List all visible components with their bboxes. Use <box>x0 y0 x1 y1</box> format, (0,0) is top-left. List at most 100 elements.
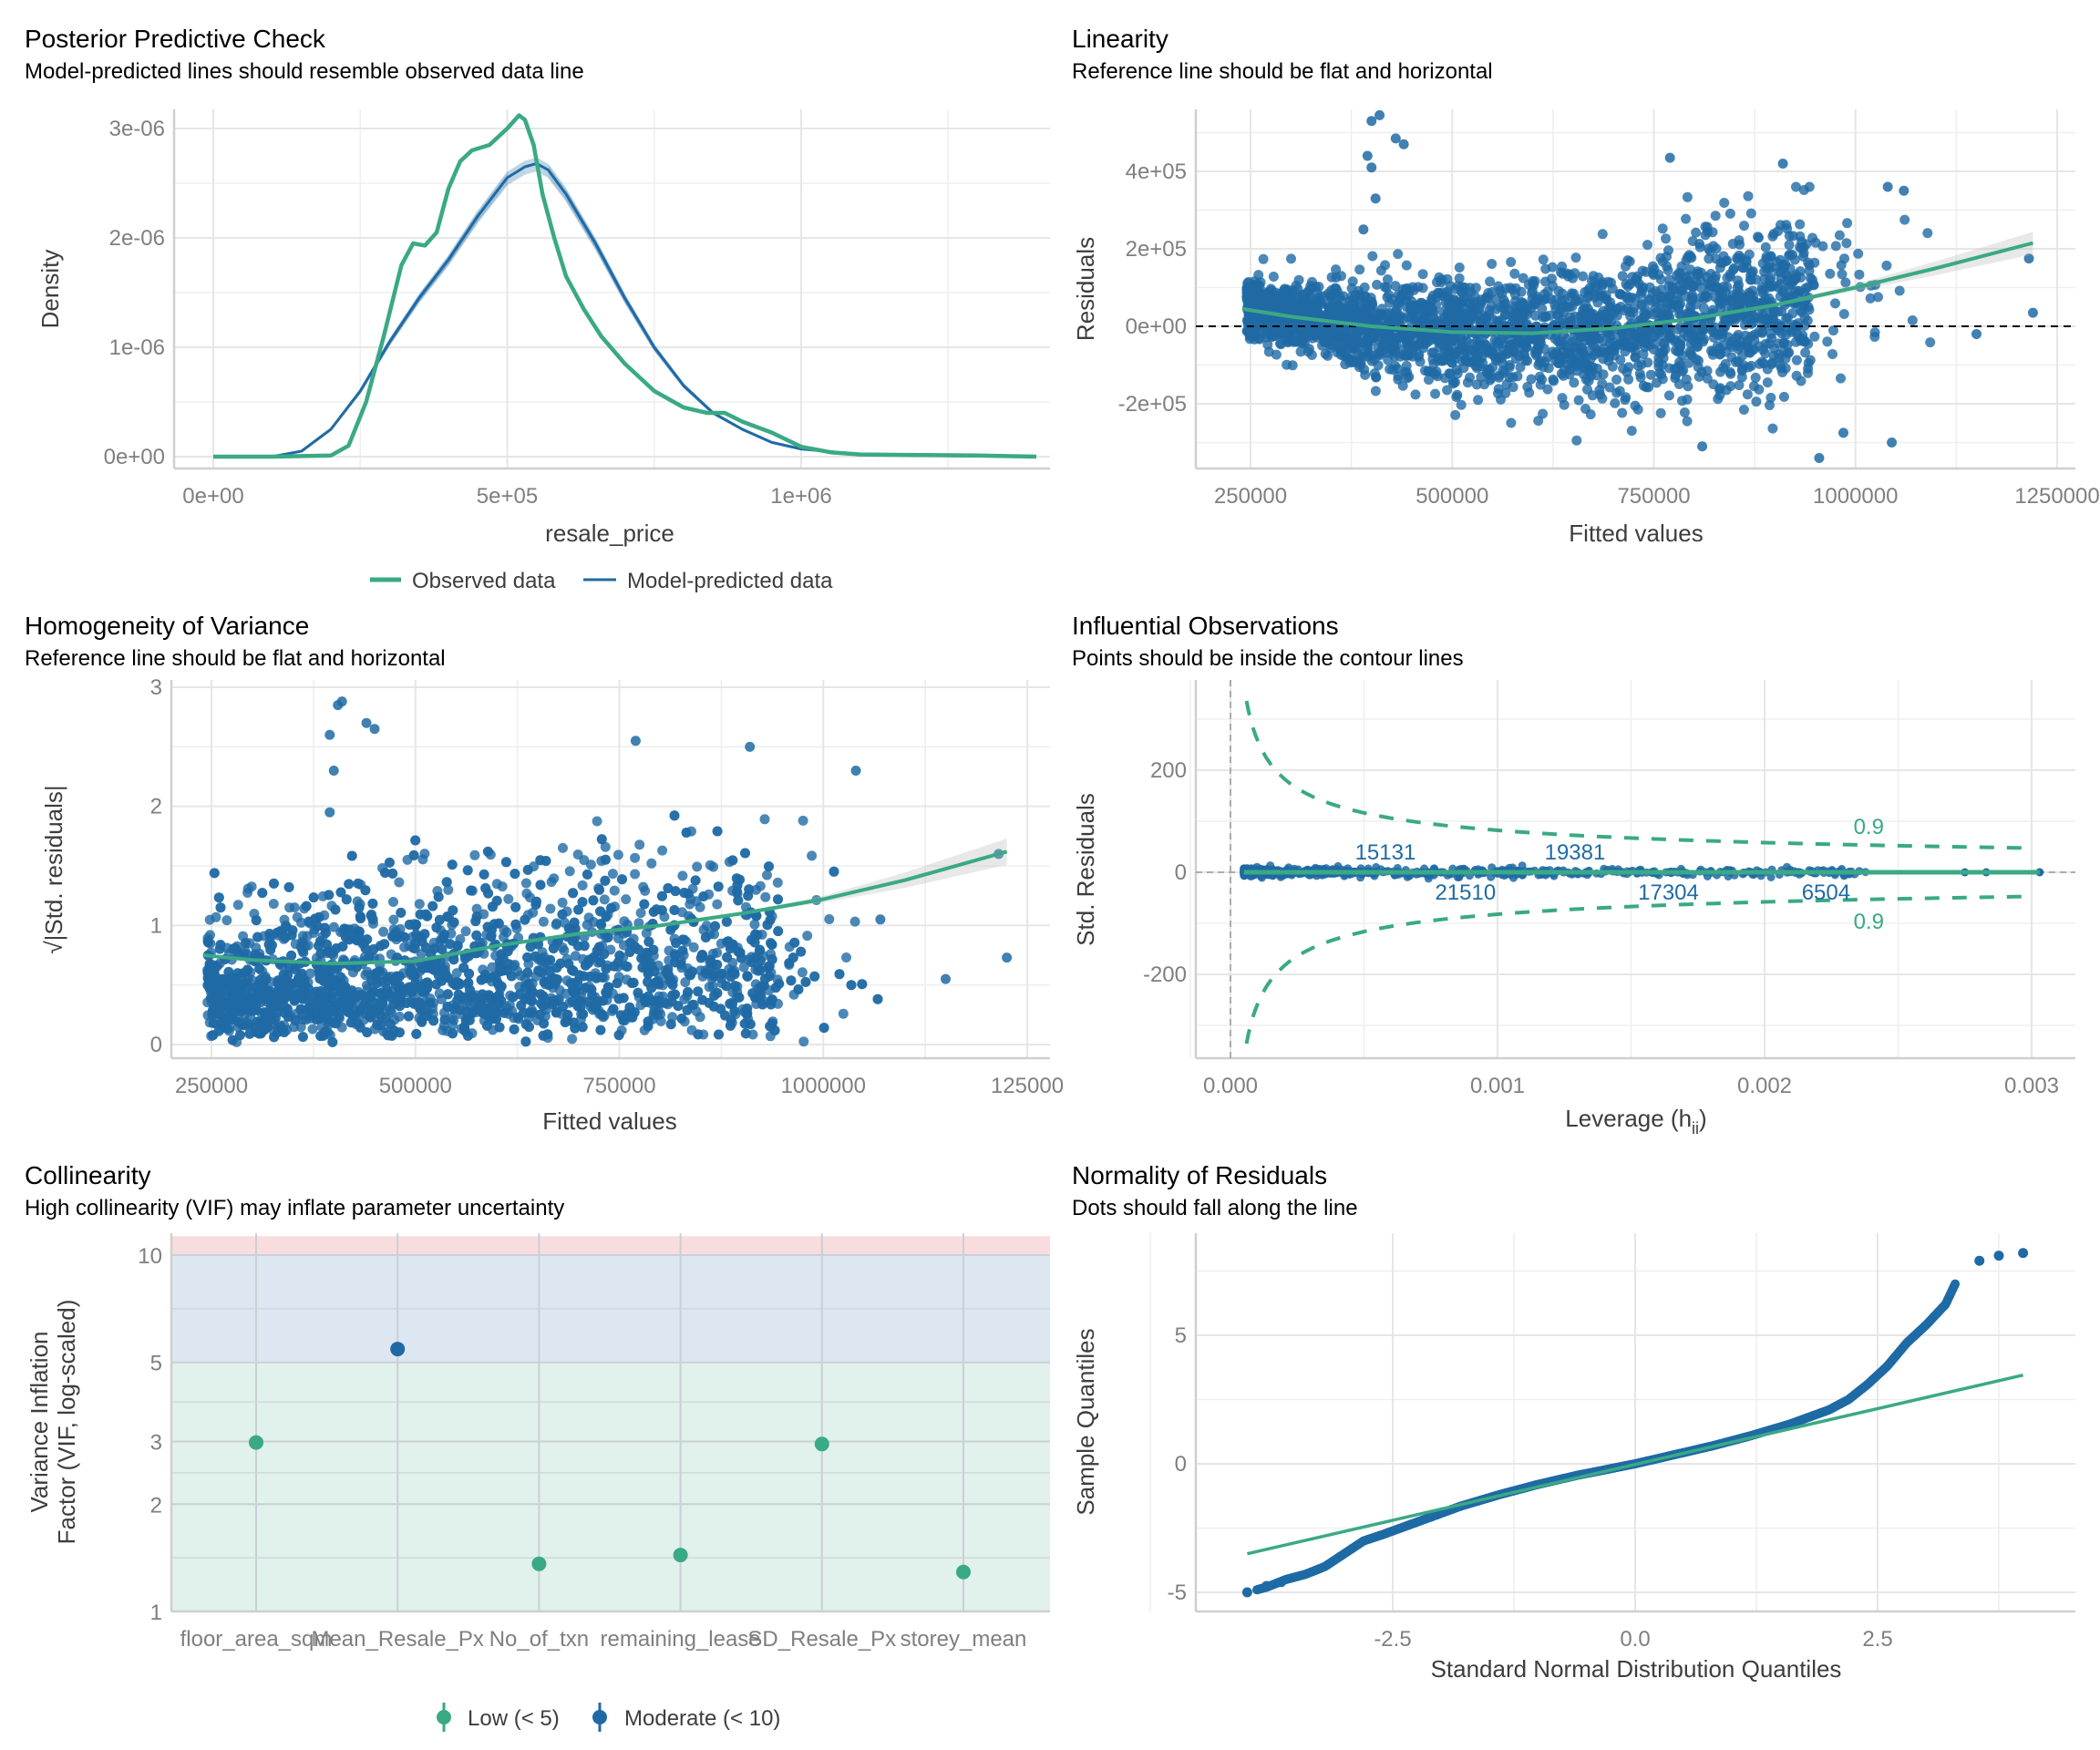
linearity-point <box>1711 243 1722 254</box>
linearity-point <box>1795 242 1806 252</box>
linearity-point <box>1528 334 1539 345</box>
homogeneity-point <box>268 899 279 910</box>
linearity-point <box>1765 328 1776 339</box>
collinearity-legend: Low (< 5) Moderate (< 10) <box>437 1703 780 1732</box>
linearity-point <box>1383 355 1394 365</box>
homogeneity-point <box>469 849 480 860</box>
linearity-point <box>1599 344 1610 354</box>
homogeneity-point <box>872 993 883 1004</box>
linearity-y-tick-label: 2e+05 <box>1126 237 1187 262</box>
linearity-point <box>1710 322 1721 333</box>
homogeneity-point <box>346 985 357 996</box>
homogeneity-y-tick-label: 0 <box>150 1033 162 1057</box>
linearity-point <box>1830 241 1841 252</box>
linearity-point <box>1355 296 1366 307</box>
linearity-point <box>1724 316 1735 327</box>
linearity-point <box>1510 289 1520 300</box>
linearity-point <box>1282 359 1292 370</box>
linearity-point <box>1657 256 1668 267</box>
homogeneity-point <box>745 1019 756 1030</box>
linearity-point <box>1685 251 1696 262</box>
linearity-point <box>1550 304 1561 314</box>
influential-x-axis-title: Leverage (hii) <box>1565 1105 1706 1138</box>
linearity-point <box>1778 391 1789 402</box>
linearity-point <box>1487 287 1498 297</box>
linearity-point <box>1750 372 1761 383</box>
linearity-point <box>1775 279 1786 290</box>
homogeneity-point <box>289 978 300 989</box>
linearity-point <box>1580 358 1591 369</box>
ppc-y-tick-label: 1e-06 <box>109 335 165 360</box>
homogeneity-point <box>551 918 562 929</box>
homogeneity-point <box>530 951 540 962</box>
linearity-point <box>1395 312 1405 323</box>
linearity-point <box>1558 370 1569 381</box>
linearity-point <box>1379 345 1390 355</box>
linearity-point <box>1714 390 1725 401</box>
legend-low-key-dot <box>437 1710 451 1724</box>
homogeneity-point <box>621 894 632 905</box>
homogeneity-point <box>417 854 428 865</box>
homogeneity-point <box>445 939 456 950</box>
linearity-point <box>1733 289 1744 300</box>
linearity-point <box>1275 339 1286 350</box>
homogeneity-point <box>439 1014 450 1025</box>
linearity-point <box>1767 231 1778 242</box>
linearity-point <box>1661 233 1672 244</box>
homogeneity-point <box>809 971 820 982</box>
linearity-point <box>1894 285 1905 296</box>
homogeneity-point <box>688 942 699 952</box>
linearity-point <box>1673 339 1684 349</box>
linearity-point <box>1426 347 1437 358</box>
linearity-point <box>1351 331 1362 342</box>
homogeneity-point <box>676 907 687 918</box>
homogeneity-point <box>431 979 442 990</box>
homogeneity-point <box>764 971 775 982</box>
homogeneity-point <box>772 877 783 888</box>
linearity-point <box>1376 333 1387 344</box>
linearity-point <box>1434 287 1445 298</box>
homogeneity-point <box>708 971 718 982</box>
linearity-point <box>1367 251 1378 262</box>
linearity-point <box>1775 291 1786 302</box>
ppc-title: Posterior Predictive Check <box>25 25 326 53</box>
linearity-point <box>1796 307 1807 317</box>
linearity-point <box>1573 395 1584 406</box>
linearity-point <box>1426 294 1437 305</box>
linearity-point <box>1346 340 1357 351</box>
linearity-point <box>1721 295 1731 306</box>
legend-observed-label: Observed data <box>412 569 556 593</box>
linearity-point <box>1617 271 1628 282</box>
homogeneity-point <box>749 919 760 930</box>
linearity-point <box>1518 297 1529 308</box>
homogeneity-point <box>619 916 630 927</box>
ppc-observed-line <box>213 113 1037 459</box>
linearity-point <box>1743 190 1754 201</box>
linearity-point <box>1803 357 1814 368</box>
linearity-point <box>1787 308 1798 319</box>
homogeneity-point <box>704 982 715 993</box>
homogeneity-point <box>633 987 643 998</box>
linearity-outlier-point <box>2023 253 2034 264</box>
linearity-point <box>1853 248 1864 259</box>
homogeneity-point <box>482 846 493 857</box>
linearity-point <box>1785 249 1796 260</box>
linearity-x-tick-label: 500000 <box>1415 484 1488 509</box>
linearity-point <box>1739 221 1749 232</box>
linearity-point <box>1580 375 1591 385</box>
homogeneity-point <box>648 1009 659 1020</box>
linearity-point <box>1570 252 1581 263</box>
homogeneity-point <box>304 968 315 979</box>
homogeneity-point <box>773 894 783 905</box>
ppc-y-axis-title: Density <box>36 250 64 329</box>
homogeneity-point <box>451 968 462 979</box>
homogeneity-point <box>709 929 719 940</box>
linearity-point <box>1745 274 1756 285</box>
homogeneity-point <box>528 907 539 918</box>
homogeneity-x-tick-label: 1000000 <box>781 1074 866 1098</box>
linearity-outlier-point <box>2027 307 2038 318</box>
linearity-point <box>1430 388 1441 399</box>
linearity-point <box>1393 374 1404 385</box>
linearity-point <box>1530 310 1541 321</box>
